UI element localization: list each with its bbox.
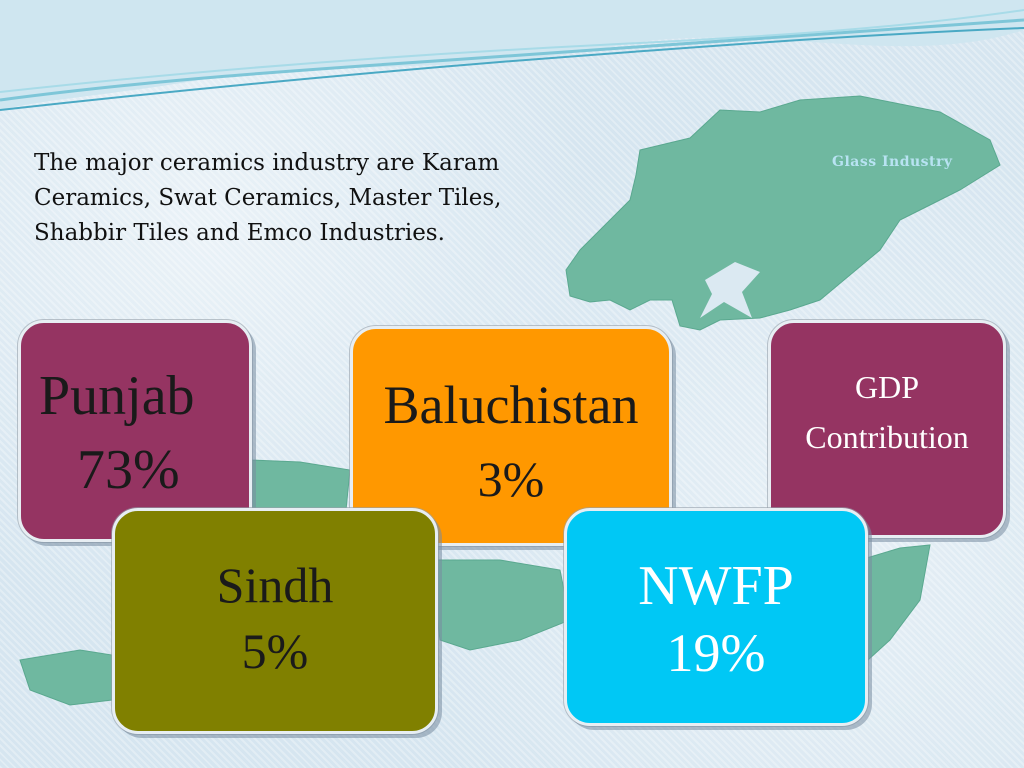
sindh-box: Sindh 5% [112, 508, 438, 734]
map-silhouette [565, 95, 1001, 331]
baluchistan-value: 3% [477, 451, 545, 507]
punjab-value: 73% [77, 439, 180, 501]
top-wave-line-3 [0, 9, 1024, 93]
nwfp-value: 19% [666, 623, 766, 683]
sindh-name: Sindh [216, 557, 334, 613]
map-star [700, 262, 760, 318]
punjab-name: Punjab [39, 365, 195, 427]
gdp-title: GDP [854, 369, 919, 405]
gdp-box: GDP Contribution [768, 320, 1006, 538]
gdp-subtitle: Contribution [805, 419, 969, 455]
top-wave-line-1 [0, 18, 1024, 102]
top-wave-line-2 [0, 27, 1024, 111]
intro-text: The major ceramics industry are Karam Ce… [34, 150, 502, 246]
sindh-value: 5% [241, 623, 309, 679]
corner-title: Glass Industry [832, 154, 953, 170]
nwfp-name: NWFP [638, 555, 794, 617]
nwfp-box: NWFP 19% [564, 508, 868, 726]
baluchistan-name: Baluchistan [383, 375, 639, 435]
punjab-box: Punjab 73% [18, 320, 252, 542]
